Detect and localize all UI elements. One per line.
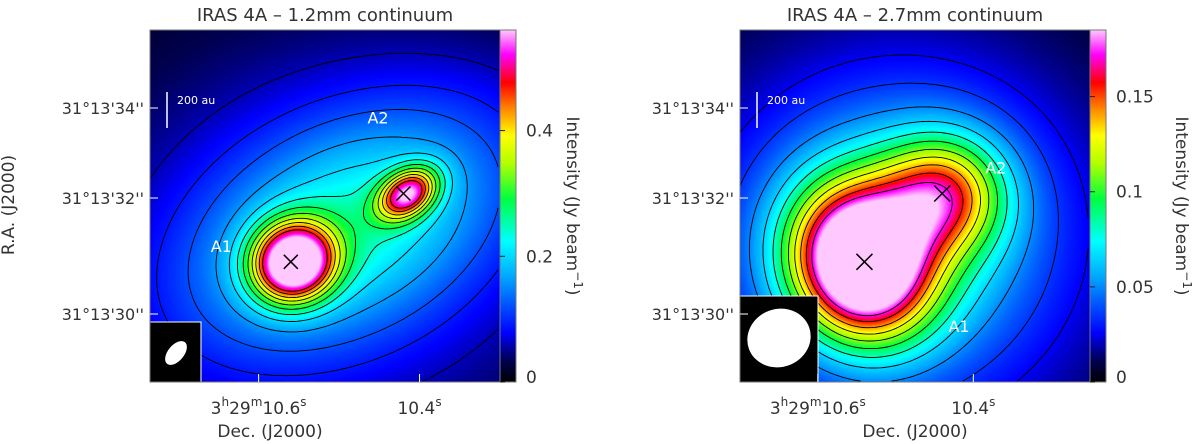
contour-line [228,152,453,322]
colorbar-tick-label: 0.05 [1116,278,1154,298]
contour-lines [150,52,499,382]
colorbar-frame [499,29,517,383]
contour-line [800,164,973,329]
contour-line [805,172,964,323]
source-marker [283,254,299,270]
intensity-map [150,30,500,382]
panel-left: IRAS 4A – 1.2mm continuum 200 au A1 A2 31… [0,5,585,442]
colorbar-tick-label: 0.1 [1116,183,1143,203]
y-axis-label: R.A. (J2000) [0,155,19,255]
panel-title: IRAS 4A – 2.7mm continuum [787,5,1043,26]
source-label: A1 [211,237,232,256]
contour-line [811,182,953,317]
contour-line [262,180,423,292]
x-axis-label: Dec. (J2000) [862,422,967,442]
beam-ellipse [165,341,187,365]
x-tick-label: 10.4s [397,395,441,419]
source-label: A2 [367,109,388,128]
y-tick-label: 31°13'34'' [62,99,144,118]
contour-line [772,131,1008,358]
contour-line [255,173,430,299]
source-marker [933,184,951,203]
scale-bar-label: 200 au [177,94,215,107]
x-tick-label: 3h29m10.6s [211,395,307,419]
colorbar-label: Intensity (Jy beam−1) [1171,116,1194,295]
y-tick-label: 31°13'30'' [62,305,144,324]
colorbar [500,30,516,382]
x-tick-label: 10.4s [951,395,995,419]
contour-line [247,167,437,306]
source-marker [395,185,411,202]
y-tick-label: 31°13'30'' [652,305,734,324]
contour-line [258,177,426,295]
source-marker [855,253,873,271]
colorbar-tick-label: 0.4 [526,122,553,142]
colorbar [1090,30,1106,382]
colorbar-label: Intensity (Jy beam−1) [562,116,585,295]
beam-ellipse [747,308,811,368]
colorbar-tick-label: 0.2 [526,247,553,267]
colorbar-frame [1089,29,1107,383]
colorbar-tick-label: 0 [526,368,537,388]
contour-line [794,156,981,335]
contour-line [187,109,499,352]
contour-line [242,163,441,310]
source-label: A1 [948,317,969,336]
y-tick-label: 31°13'32'' [62,189,144,208]
scale-bar-label: 200 au [767,94,805,107]
x-tick-label: 3h29m10.6s [770,395,866,419]
colorbar-tick-label: 0.15 [1116,88,1154,108]
y-tick-label: 31°13'32'' [652,189,734,208]
source-label: A2 [985,159,1006,178]
x-axis-label: Dec. (J2000) [217,422,322,442]
colorbar-tick-label: 0 [1116,368,1127,388]
y-tick-label: 31°13'34'' [652,99,734,118]
contour-line [251,170,433,302]
panel-title: IRAS 4A – 1.2mm continuum [197,5,453,26]
contour-line [215,136,468,333]
panel-right: IRAS 4A – 2.7mm continuum 200 au A1 A2 31… [652,5,1194,442]
contour-line [236,159,446,316]
